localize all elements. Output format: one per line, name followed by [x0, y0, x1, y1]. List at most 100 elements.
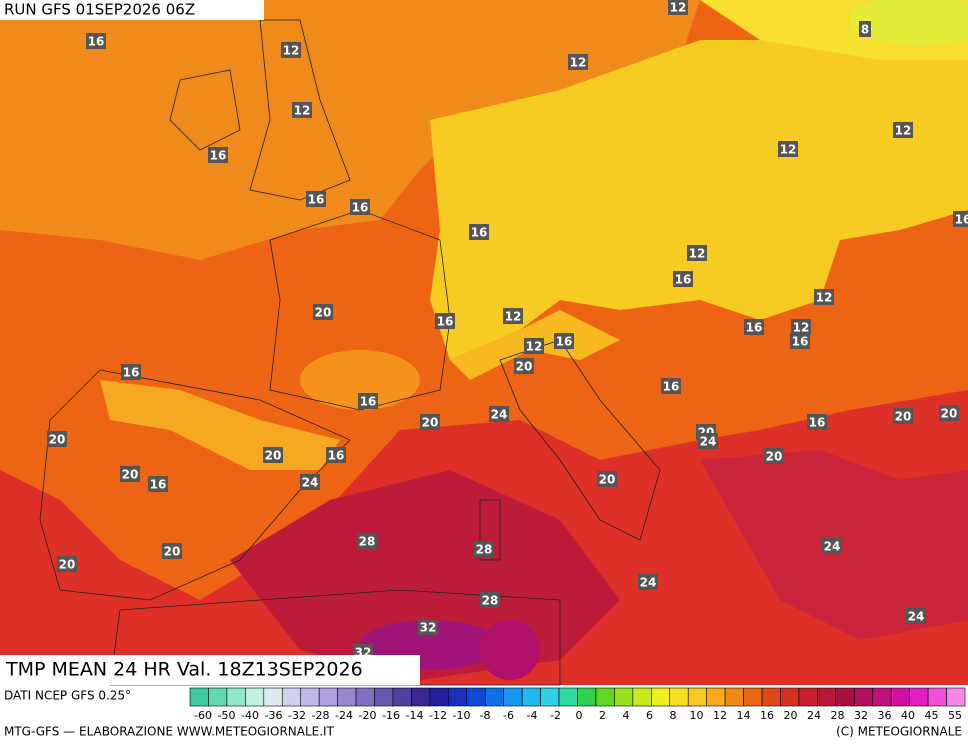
temp-label: 12: [281, 42, 301, 58]
label-box: [807, 414, 827, 430]
colorbar-swatch: [946, 687, 966, 707]
colorbar-swatch: [872, 687, 892, 707]
temp-label: 16: [469, 224, 489, 240]
label-box: [524, 338, 544, 354]
colorbar-swatch: [817, 687, 837, 707]
label-text: 28: [476, 543, 493, 557]
label-box: [668, 0, 688, 15]
colorbar-swatch: [614, 687, 634, 707]
temp-label: 16: [554, 333, 574, 349]
label-box: [208, 147, 228, 163]
temp-label: 16: [790, 333, 810, 349]
colorbar-tick-label: -24: [335, 709, 353, 722]
label-box: [263, 447, 283, 463]
label-text: 24: [640, 576, 657, 590]
label-text: 12: [780, 143, 797, 157]
temp-label: 12: [668, 0, 688, 15]
label-text: 12: [689, 247, 706, 261]
label-box: [638, 574, 658, 590]
colorbar-tick-label: 6: [646, 709, 653, 722]
temp-label: 12: [778, 141, 798, 157]
label-text: 12: [294, 104, 311, 118]
label-box: [292, 102, 312, 118]
colorbar-swatch: [448, 687, 468, 707]
temp-label: 20: [162, 543, 182, 559]
temp-label: 8: [859, 21, 871, 37]
label-text: 12: [570, 56, 587, 70]
colorbar-swatch: [263, 687, 283, 707]
colorbar-swatch: [669, 687, 689, 707]
label-box: [939, 405, 959, 421]
label-text: 16: [123, 366, 140, 380]
colorbar-tick-label: -8: [480, 709, 491, 722]
colorbar-tick-label: -60: [194, 709, 212, 722]
footer-right: (C) METEOGIORNALE: [836, 725, 962, 739]
label-text: 20: [516, 360, 533, 374]
colorbar-swatch: [687, 687, 707, 707]
label-box: [568, 54, 588, 70]
label-text: 16: [328, 449, 345, 463]
label-text: 12: [816, 291, 833, 305]
colorbar-tick-label: -4: [527, 709, 538, 722]
colorbar-swatch: [281, 687, 302, 707]
label-text: 16: [955, 213, 968, 227]
colorbar-swatch: [374, 687, 394, 707]
colorbar-tick-label: 28: [831, 709, 845, 722]
label-box: [281, 42, 301, 58]
label-box: [503, 308, 523, 324]
label-text: 16: [663, 380, 680, 394]
label-text: 16: [556, 335, 573, 349]
colorbar-tick-label: 2: [599, 709, 606, 722]
temp-label: 20: [47, 431, 67, 447]
temp-label: 24: [822, 538, 842, 554]
label-box: [162, 543, 182, 559]
label-box: [514, 358, 534, 374]
label-text: 24: [700, 435, 717, 449]
temp-label: 16: [807, 414, 827, 430]
label-text: 32: [420, 621, 437, 635]
temp-label: 20: [939, 405, 959, 421]
source-label: DATI NCEP GFS 0.25°: [4, 689, 131, 703]
label-text: 24: [908, 610, 925, 624]
label-text: 16: [437, 315, 454, 329]
colorbar-swatch: [632, 687, 652, 707]
label-text: 12: [283, 44, 300, 58]
label-box: [822, 538, 842, 554]
label-box: [469, 224, 489, 240]
temp-label: 16: [306, 191, 326, 207]
temp-label: 12: [687, 245, 707, 261]
colorbar-tick-label: 36: [878, 709, 892, 722]
colorbar-swatch: [577, 687, 597, 707]
label-box: [358, 393, 378, 409]
colorbar-swatch: [226, 687, 246, 707]
colorbar-swatch: [466, 687, 486, 707]
colorbar-swatch: [890, 687, 910, 707]
colorbar-tick-label: -12: [429, 709, 447, 722]
temp-label: 12: [893, 122, 913, 138]
colorbar-swatch: [798, 687, 818, 707]
label-box: [121, 364, 141, 380]
label-box: [306, 191, 326, 207]
label-text: 16: [352, 201, 369, 215]
temp-label: 20: [597, 471, 617, 487]
colorbar-swatch: [337, 687, 357, 707]
label-text: 16: [360, 395, 377, 409]
colorbar-tick-label: -6: [503, 709, 514, 722]
label-text: 20: [941, 407, 958, 421]
temp-label: 12: [524, 338, 544, 354]
label-box: [489, 406, 509, 422]
colorbar-swatch: [208, 687, 228, 707]
label-box: [791, 319, 811, 335]
colorbar-swatch: [392, 687, 412, 707]
temp-label: 16: [208, 147, 228, 163]
temp-label: 28: [480, 592, 500, 608]
label-box: [698, 433, 718, 449]
colorbar-tick-label: 40: [901, 709, 915, 722]
colorbar-swatch: [909, 687, 929, 707]
colorbar-tick-label: -2: [550, 709, 561, 722]
temp-label: 20: [263, 447, 283, 463]
temp-label: 20: [514, 358, 534, 374]
temp-label: 12: [503, 308, 523, 324]
colorbar-tick-label: 8: [670, 709, 677, 722]
